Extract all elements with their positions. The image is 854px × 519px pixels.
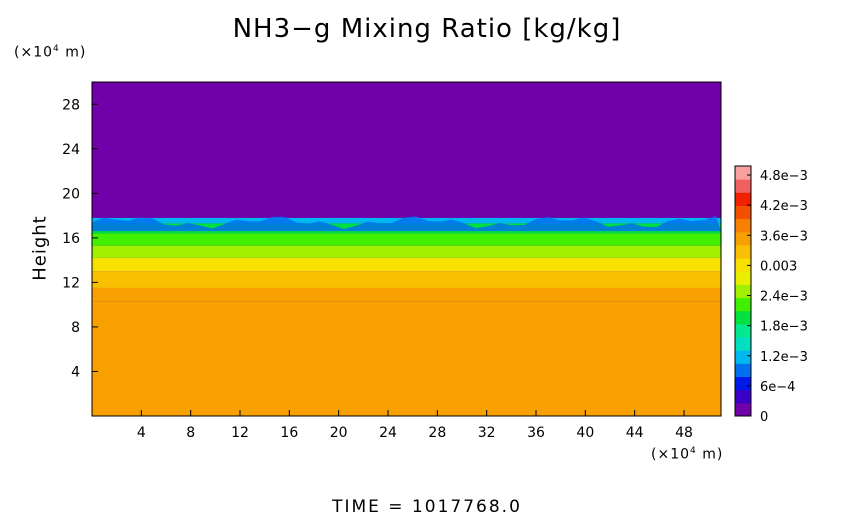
colorbar-label: 0.003 — [760, 259, 797, 274]
x-axis-ticks: 4 8 12 16 20 24 28 32 36 40 44 48 — [137, 410, 693, 441]
x-tick-label: 16 — [280, 425, 298, 441]
y-tick-label: 8 — [71, 320, 80, 336]
colorbar-swatch — [735, 323, 751, 338]
colorbar-swatch — [735, 205, 751, 220]
colorbar-swatch — [735, 179, 751, 193]
x-tick-label: 44 — [626, 425, 644, 441]
colorbar-swatch — [735, 244, 751, 259]
profile-band — [92, 233, 721, 246]
profile-band — [92, 301, 721, 309]
x-tick-label: 40 — [576, 425, 594, 441]
colorbar-swatch — [735, 402, 751, 417]
colorbar-frame — [734, 165, 752, 417]
profile-band — [92, 245, 721, 258]
profile-band — [92, 257, 721, 272]
y-tick-label: 24 — [62, 142, 80, 158]
x-tick-label: 48 — [675, 425, 693, 441]
y-tick-label: 12 — [62, 275, 80, 291]
x-tick-label: 36 — [527, 425, 545, 441]
moist-layer-edge — [92, 216, 721, 232]
chart-title: NH3−g Mixing Ratio [kg/kg] — [232, 14, 622, 44]
colorbar-swatch — [735, 218, 751, 233]
x-tick-label: 28 — [428, 425, 446, 441]
profile-band — [92, 271, 721, 288]
colorbar-swatch — [735, 350, 751, 364]
colorbar-label: 1.8e−3 — [760, 320, 808, 335]
colorbar-swatch — [735, 337, 751, 351]
colorbar-swatch — [735, 389, 751, 404]
y-tick-label: 20 — [62, 186, 80, 202]
y-axis-unit: (×104 m) — [14, 44, 87, 61]
profile-band — [92, 287, 721, 302]
colorbar-swatch — [735, 310, 751, 325]
colorbar-label: 4.2e−3 — [760, 199, 808, 214]
profile-band — [92, 308, 721, 416]
colorbar-label: 3.6e−3 — [760, 229, 808, 244]
colorbar-label: 6e−4 — [760, 380, 795, 395]
colorbar-swatch — [735, 297, 751, 312]
y-tick-label: 16 — [62, 231, 80, 247]
time-label: TIME = 1017768.0 — [332, 497, 522, 517]
y-tick-label: 4 — [71, 364, 80, 380]
x-tick-label: 24 — [379, 425, 397, 441]
colorbar-label: 0 — [760, 410, 768, 425]
colorbar: 0 6e−4 1.2e−3 1.8e−3 2.4e−3 0.003 3.6e−3 4.2e−3… — [734, 165, 808, 425]
colorbar-swatch — [735, 363, 751, 378]
colorbar-label: 1.2e−3 — [760, 350, 808, 365]
x-axis-unit: (×104 m) — [651, 446, 724, 463]
colorbar-label: 4.8e−3 — [760, 169, 808, 184]
colorbar-swatch — [735, 376, 751, 391]
profile-band — [92, 82, 721, 218]
x-tick-label: 8 — [186, 425, 195, 441]
mixing-ratio-field — [92, 82, 721, 416]
colorbar-swatch — [735, 271, 751, 285]
colorbar-swatch — [735, 192, 751, 206]
x-tick-label: 4 — [137, 425, 146, 441]
y-axis-ticks: 4 8 12 16 20 24 28 — [62, 97, 98, 380]
x-tick-label: 32 — [478, 425, 496, 441]
y-tick-label: 28 — [62, 97, 80, 113]
plot-frame — [91, 81, 722, 417]
colorbar-swatch — [735, 284, 751, 299]
colorbar-label: 2.4e−3 — [760, 290, 808, 305]
colorbar-swatch — [735, 258, 751, 272]
x-tick-label: 20 — [330, 425, 348, 441]
colorbar-swatch — [735, 166, 751, 180]
x-tick-label: 12 — [231, 425, 249, 441]
colorbar-swatch — [735, 231, 751, 246]
